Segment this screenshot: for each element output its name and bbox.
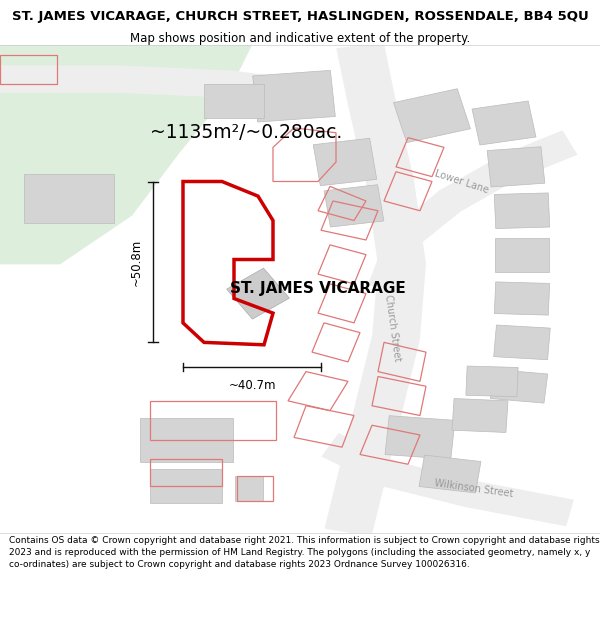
Polygon shape [0, 66, 314, 108]
Text: Wilkinson Street: Wilkinson Street [434, 478, 514, 499]
Polygon shape [324, 185, 384, 227]
Polygon shape [227, 268, 289, 319]
Polygon shape [139, 418, 233, 462]
Text: ST. JAMES VICARAGE, CHURCH STREET, HASLINGDEN, ROSSENDALE, BB4 5QU: ST. JAMES VICARAGE, CHURCH STREET, HASLI… [11, 10, 589, 23]
Polygon shape [313, 138, 377, 186]
Polygon shape [150, 469, 222, 503]
Text: ~50.8m: ~50.8m [130, 238, 143, 286]
Polygon shape [466, 366, 518, 397]
Polygon shape [487, 147, 545, 187]
Polygon shape [235, 476, 263, 501]
Polygon shape [24, 174, 114, 223]
Text: ~1135m²/~0.280ac.: ~1135m²/~0.280ac. [150, 123, 342, 142]
Polygon shape [0, 45, 252, 264]
Polygon shape [494, 282, 550, 315]
Text: Map shows position and indicative extent of the property.: Map shows position and indicative extent… [130, 32, 470, 46]
Polygon shape [253, 71, 335, 122]
Text: Contains OS data © Crown copyright and database right 2021. This information is : Contains OS data © Crown copyright and d… [9, 536, 599, 569]
Polygon shape [368, 130, 578, 292]
Polygon shape [490, 369, 548, 403]
Polygon shape [419, 455, 481, 493]
Text: ST. JAMES VICARAGE: ST. JAMES VICARAGE [230, 281, 406, 296]
Polygon shape [495, 238, 549, 272]
Text: ~40.7m: ~40.7m [228, 379, 276, 392]
Polygon shape [494, 193, 550, 229]
Text: Lower Lane: Lower Lane [434, 168, 490, 195]
Polygon shape [385, 416, 455, 459]
Polygon shape [452, 399, 508, 432]
Polygon shape [394, 89, 470, 142]
Text: Church Street: Church Street [383, 294, 403, 362]
Polygon shape [204, 84, 264, 118]
Polygon shape [494, 325, 550, 360]
Polygon shape [325, 42, 426, 536]
Polygon shape [472, 101, 536, 145]
Polygon shape [0, 45, 60, 104]
Polygon shape [322, 433, 574, 526]
